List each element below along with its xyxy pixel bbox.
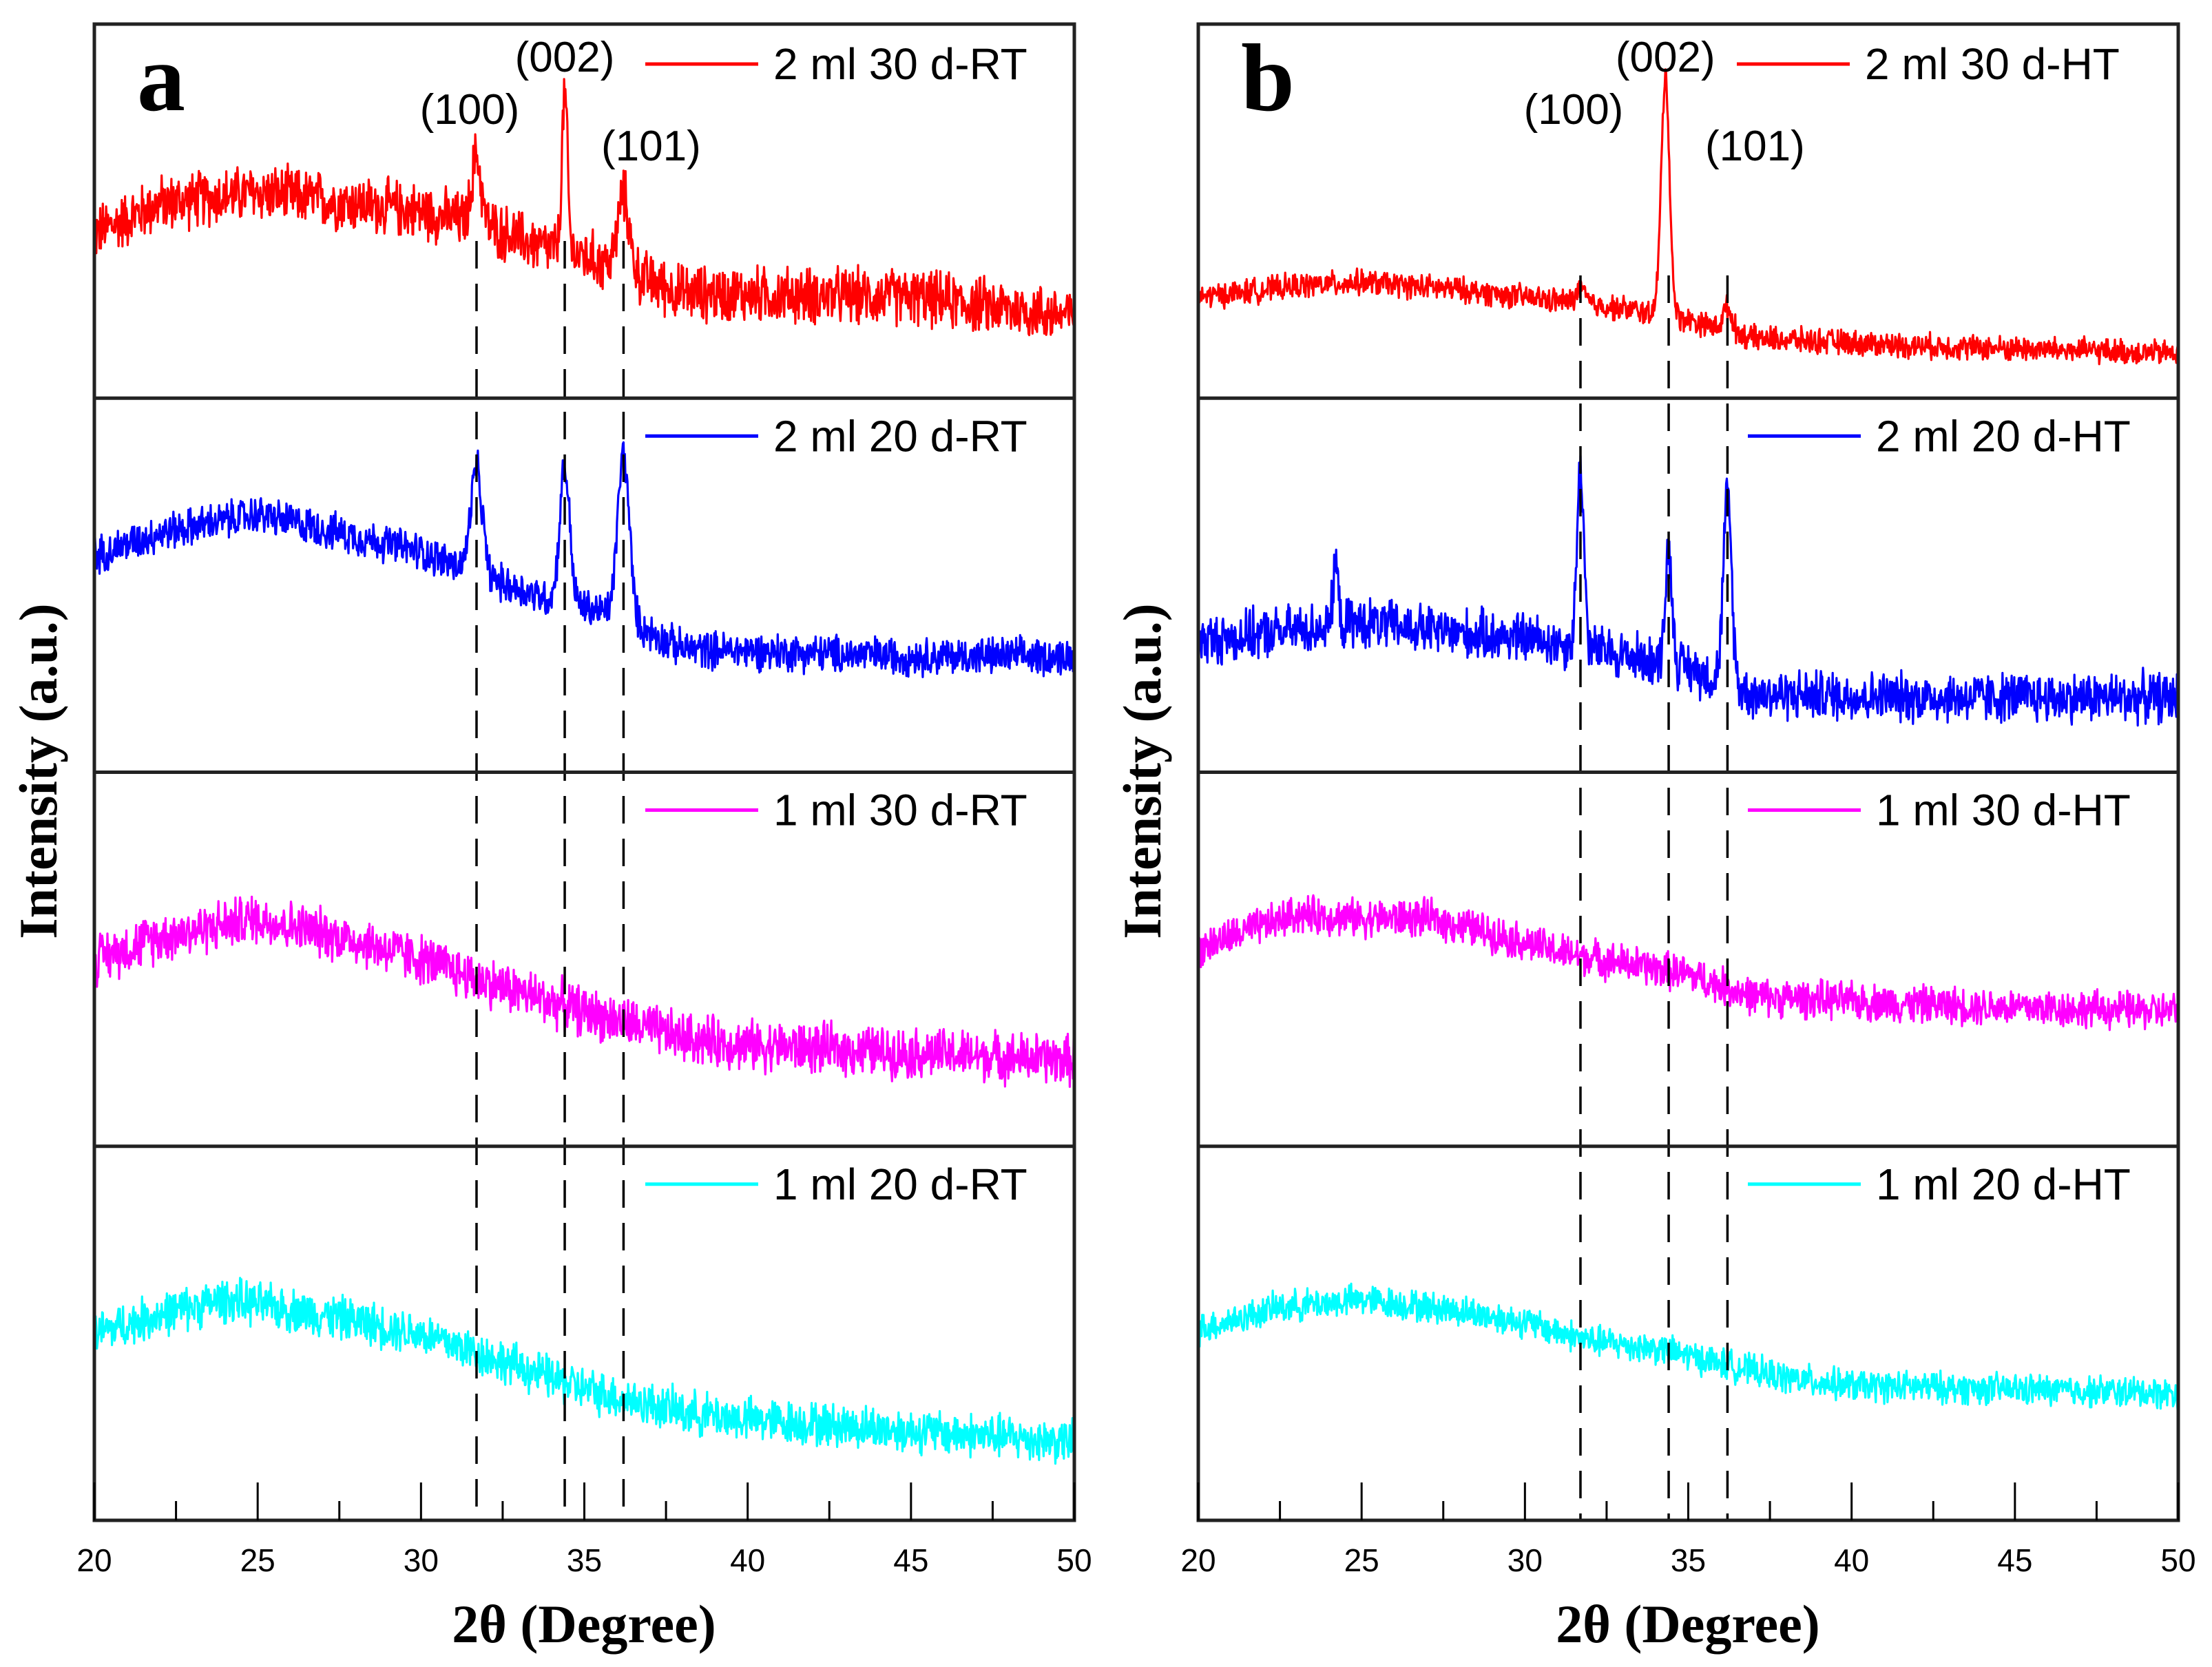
y-axis-title-b: Intensity (a.u.) [1112,603,1172,939]
x-axis-title-a: 2θ (Degree) [452,1594,716,1654]
legend-label: 2 ml 20 d-HT [1876,411,2131,461]
series-line-2-ml-20-d-HT [1197,454,2180,727]
peak-label: (100) [420,86,520,134]
x-tick-label: 30 [1507,1542,1543,1578]
peak-label: (002) [1616,34,1715,81]
x-tick-label: 35 [1671,1542,1706,1578]
x-tick-label: 40 [1834,1542,1869,1578]
peak-label: (100) [1524,86,1624,134]
panel-letter: b [1241,25,1295,132]
x-tick-label: 50 [2160,1542,2195,1578]
panel-b: 2 ml 30 d-HT 2 ml 20 d-HT 1 ml 30 d-HT 1 ml… [1180,22,2196,1578]
x-tick-label: 45 [893,1542,928,1578]
x-tick-label: 30 [404,1542,439,1578]
x-tick-label: 35 [567,1542,602,1578]
x-tick-label: 25 [1344,1542,1379,1578]
series-line-2-ml-30-d-HT [1197,68,2180,366]
x-tick-label: 40 [730,1542,765,1578]
series-line-1-ml-20-d-RT [93,1277,1076,1465]
y-axis-title-a: Intensity (a.u.) [8,603,68,939]
panel-a: 2 ml 30 d-RT 2 ml 20 d-RT 1 ml 30 d-RT 1 ml… [76,22,1092,1578]
x-tick-label: 45 [1997,1542,2032,1578]
peak-label: (101) [601,123,701,170]
series-line-1-ml-30-d-RT [93,895,1076,1088]
series-line-1-ml-30-d-HT [1197,894,2180,1031]
series-line-2-ml-30-d-RT [93,78,1076,337]
legend-label: 1 ml 20 d-HT [1876,1160,2131,1209]
x-axis-title-b: 2θ (Degree) [1556,1594,1820,1654]
legend-label: 2 ml 30 d-HT [1865,39,2120,89]
panel-letter: a [137,25,185,132]
series-line-1-ml-20-d-HT [1197,1282,2180,1412]
legend-label: 1 ml 20 d-RT [773,1160,1027,1209]
peak-label: (101) [1705,123,1805,170]
legend-label: 2 ml 30 d-RT [773,39,1027,89]
x-tick-label: 20 [76,1542,112,1578]
x-tick-label: 50 [1056,1542,1092,1578]
series-line-2-ml-20-d-RT [93,441,1076,678]
legend-label: 1 ml 30 d-RT [773,786,1027,835]
x-tick-label: 20 [1180,1542,1215,1578]
x-tick-label: 25 [240,1542,275,1578]
legend-label: 1 ml 30 d-HT [1876,786,2131,835]
legend-label: 2 ml 20 d-RT [773,411,1027,461]
peak-label: (002) [515,34,615,81]
